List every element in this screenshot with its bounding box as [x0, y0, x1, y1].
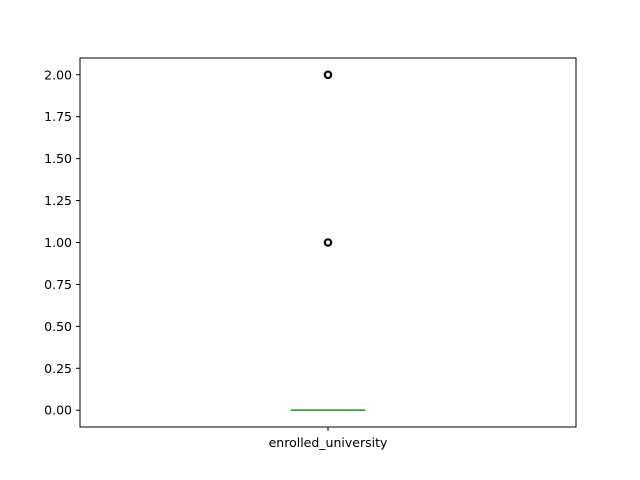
y-tick-label: 0.00: [44, 403, 72, 418]
outlier-point: [323, 238, 333, 247]
y-tick-label: 0.25: [44, 361, 72, 376]
y-tick-label: 1.75: [44, 109, 72, 124]
y-tick-label: 0.75: [44, 277, 72, 292]
y-tick-label: 1.25: [44, 193, 72, 208]
y-tick-label: 1.50: [44, 151, 72, 166]
plot-area: [290, 70, 366, 412]
outlier-point: [323, 70, 333, 80]
x-tick-label: enrolled_university: [269, 435, 388, 450]
box-series: [290, 70, 366, 412]
y-tick-label: 2.00: [44, 67, 72, 82]
x-axis: enrolled_university: [269, 427, 388, 450]
y-tick-label: 0.50: [44, 319, 72, 334]
y-axis: 0.00 0.25 0.50 0.75 1.00 1.25 1.50 1.75 2.00: [44, 67, 80, 418]
y-tick-label: 1.00: [44, 235, 72, 250]
